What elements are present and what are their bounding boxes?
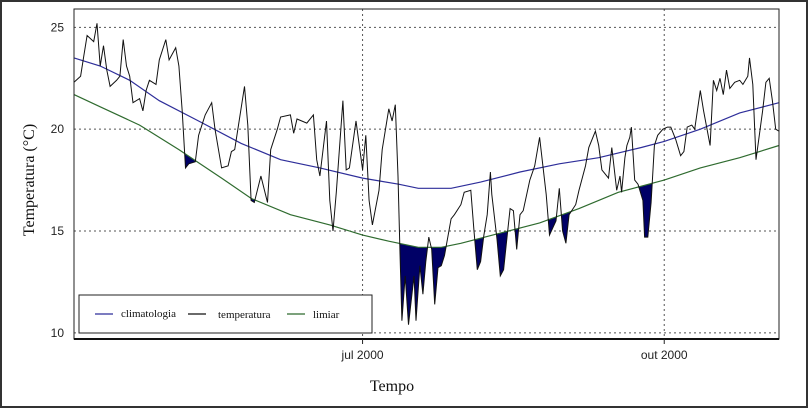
- x-tick-label: jul 2000: [341, 348, 384, 362]
- y-tick-label: 25: [51, 20, 65, 34]
- legend: climatologia temperatura limiar: [78, 294, 373, 334]
- x-axis-ticks: jul 2000 out 2000: [341, 339, 688, 362]
- series-temperatura-line: [73, 23, 780, 325]
- y-axis-label: Temperatura (°C): [21, 124, 38, 236]
- legend-box: [78, 294, 373, 334]
- x-tick-label: out 2000: [641, 348, 688, 362]
- legend-label-limiar: limiar: [313, 309, 340, 321]
- y-axis-ticks: 10 15 20 25: [51, 20, 65, 340]
- grid: [74, 9, 779, 339]
- legend-label-climatologia: climatologia: [121, 308, 176, 320]
- y-tick-label: 20: [51, 122, 65, 136]
- x-axis-label: Tempo: [370, 378, 414, 395]
- y-tick-label: 15: [51, 224, 65, 238]
- legend-label-temperatura: temperatura: [218, 309, 271, 321]
- series-limiar-line: [73, 94, 780, 248]
- series-climatologia-line: [73, 57, 780, 189]
- y-tick-label: 10: [51, 326, 65, 340]
